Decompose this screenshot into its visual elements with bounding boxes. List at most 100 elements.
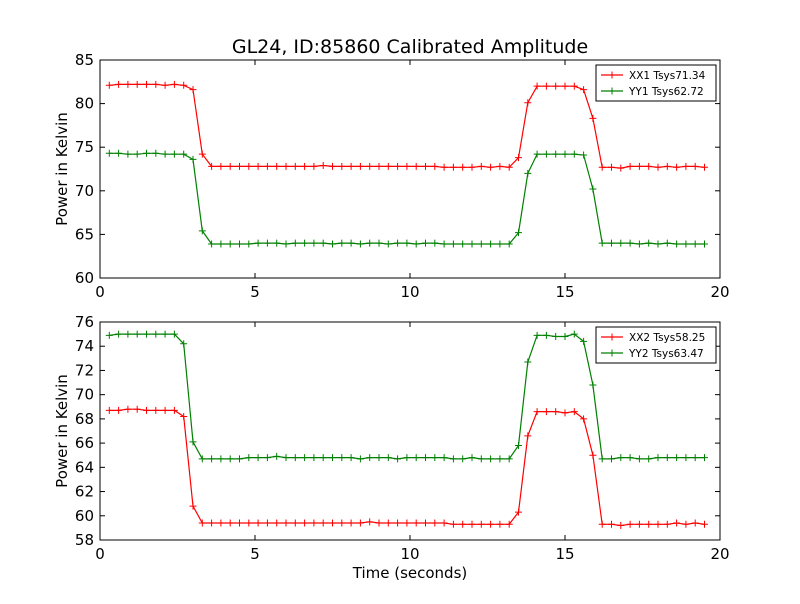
data-point xyxy=(691,240,699,248)
data-point xyxy=(384,454,392,462)
data-point xyxy=(515,508,522,516)
data-point xyxy=(403,239,411,247)
legend: XX2 Tsys58.25 YY2 Tsys63.47 xyxy=(595,326,717,364)
series-1-2 xyxy=(105,149,708,248)
data-point xyxy=(524,432,532,440)
x-tick-label: 20 xyxy=(710,283,729,301)
legend-marker xyxy=(608,71,616,79)
data-point xyxy=(412,519,420,527)
data-point xyxy=(180,81,188,89)
data-point xyxy=(412,162,420,170)
data-point xyxy=(217,240,225,248)
data-point xyxy=(105,331,113,339)
data-point xyxy=(542,408,550,416)
y-tick-label: 66 xyxy=(75,434,94,452)
data-point xyxy=(273,239,281,247)
data-point xyxy=(626,454,634,462)
data-point xyxy=(440,519,448,527)
data-point xyxy=(105,406,113,414)
y-tick-label: 60 xyxy=(75,507,94,525)
data-point xyxy=(356,162,364,170)
data-point xyxy=(245,240,253,248)
y-tick-label: 64 xyxy=(75,458,94,476)
y-tick-label: 75 xyxy=(75,138,94,156)
data-point xyxy=(170,406,178,414)
data-point xyxy=(329,240,336,248)
legend-label: YY1 Tsys62.72 xyxy=(628,86,704,98)
data-point xyxy=(645,520,653,528)
data-point xyxy=(422,162,429,170)
data-point xyxy=(589,451,597,459)
data-point xyxy=(468,520,476,528)
data-point xyxy=(347,519,355,527)
data-point xyxy=(273,162,281,170)
data-point xyxy=(282,454,290,462)
data-point xyxy=(691,519,699,527)
data-point xyxy=(291,454,299,462)
data-point xyxy=(654,163,662,171)
legend: XX1 Tsys71.34 YY1 Tsys62.72 xyxy=(595,64,717,102)
data-point xyxy=(161,150,169,158)
data-point xyxy=(282,162,290,170)
data-point xyxy=(152,406,160,414)
data-point xyxy=(133,80,141,88)
data-point xyxy=(394,455,402,463)
data-point xyxy=(598,163,606,171)
data-point xyxy=(124,80,132,88)
data-point xyxy=(282,240,290,248)
y-tick-label: 72 xyxy=(75,361,94,379)
legend-marker xyxy=(608,333,616,341)
data-point xyxy=(375,519,383,527)
data-point xyxy=(115,149,123,157)
y-tick-label: 80 xyxy=(75,95,94,113)
data-point xyxy=(254,162,262,170)
data-point xyxy=(319,519,327,527)
data-point xyxy=(673,240,681,248)
data-point xyxy=(449,240,457,248)
data-point xyxy=(635,240,643,248)
data-point xyxy=(663,520,671,528)
data-point xyxy=(375,239,383,247)
data-point xyxy=(301,519,309,527)
legend-label: XX2 Tsys58.25 xyxy=(629,332,705,344)
data-point xyxy=(542,331,550,339)
data-point xyxy=(133,405,141,413)
data-point xyxy=(635,455,643,463)
data-point xyxy=(682,162,690,170)
data-point xyxy=(589,381,597,389)
data-point xyxy=(291,162,299,170)
data-point xyxy=(366,454,374,462)
data-point xyxy=(356,455,364,463)
data-point xyxy=(347,454,355,462)
y-tick-label: 68 xyxy=(75,410,94,428)
y-tick-label: 76 xyxy=(75,313,94,331)
x-tick-label: 10 xyxy=(400,283,419,301)
data-point xyxy=(496,162,504,170)
data-point xyxy=(226,519,234,527)
data-point xyxy=(663,239,671,247)
data-point xyxy=(263,239,271,247)
data-point xyxy=(701,163,708,171)
data-point xyxy=(477,240,485,248)
x-tick-label: 5 xyxy=(250,545,260,563)
data-point xyxy=(226,162,234,170)
data-point xyxy=(654,454,662,462)
data-point xyxy=(515,442,522,450)
data-point xyxy=(394,239,402,247)
data-point xyxy=(626,162,634,170)
data-point xyxy=(654,240,662,248)
data-point xyxy=(329,519,336,527)
data-point xyxy=(524,99,532,107)
data-point xyxy=(226,455,234,463)
data-point xyxy=(487,163,495,171)
data-point xyxy=(552,150,560,158)
data-point xyxy=(384,240,392,248)
data-point xyxy=(338,162,346,170)
data-point xyxy=(608,163,615,171)
data-point xyxy=(431,239,439,247)
data-point xyxy=(170,150,178,158)
data-point xyxy=(301,162,309,170)
data-point xyxy=(105,149,113,157)
data-point xyxy=(245,519,253,527)
